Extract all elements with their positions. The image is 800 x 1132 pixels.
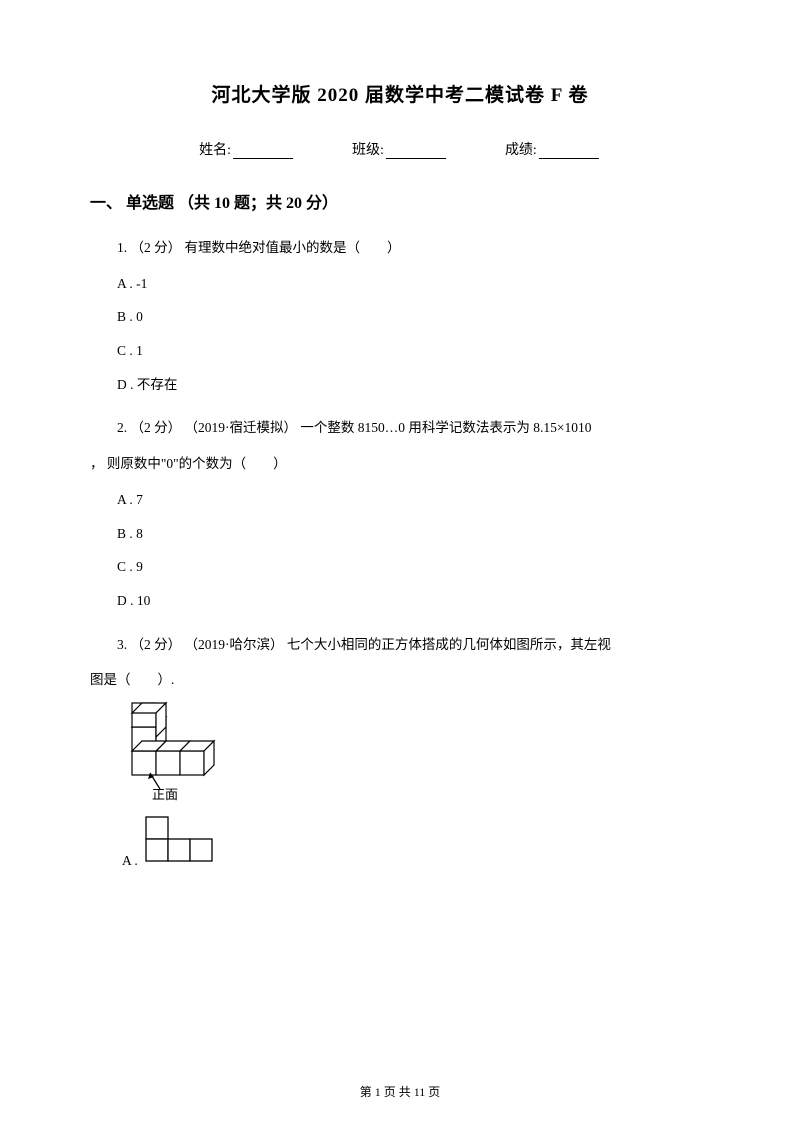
page-footer: 第 1 页 共 11 页 (0, 1083, 800, 1100)
name-blank (233, 145, 293, 159)
question-2-line2: ， 则原数中"0"的个数为（ ） (90, 449, 710, 479)
question-1-options: A . -1 B . 0 C . 1 D . 不存在 (90, 269, 710, 400)
q2-option-a: A . 7 (90, 485, 710, 515)
question-3-line1: 3. （2 分） （2019·哈尔滨） 七个大小相同的正方体搭成的几何体如图所示… (90, 630, 710, 660)
question-3-line2: 图是（ ）. (90, 665, 710, 695)
q3-option-a-figure (144, 815, 214, 871)
q2-option-c: C . 9 (90, 552, 710, 582)
q1-option-d: D . 不存在 (90, 370, 710, 400)
question-1: 1. （2 分） 有理数中绝对值最小的数是（ ） (90, 233, 710, 263)
question-2-options: A . 7 B . 8 C . 9 D . 10 (90, 485, 710, 616)
front-label-text: 正面 (152, 787, 178, 801)
section-header: 一、 单选题 （共 10 题；共 20 分） (90, 189, 710, 213)
q1-option-a: A . -1 (90, 269, 710, 299)
q3-option-a-label: A . (122, 853, 138, 871)
question-2-line1: 2. （2 分） （2019·宿迁模拟） 一个整数 8150…0 用科学记数法表… (90, 413, 710, 443)
score-blank (539, 145, 599, 159)
cube-3d-icon: 正面 (122, 701, 242, 801)
name-label: 姓名: (199, 143, 231, 158)
q2-option-d: D . 10 (90, 586, 710, 616)
q1-option-c: C . 1 (90, 336, 710, 366)
class-label: 班级: (352, 143, 384, 158)
q2-option-b: B . 8 (90, 519, 710, 549)
q1-option-b: B . 0 (90, 302, 710, 332)
student-info-row: 姓名: 班级: 成绩: (90, 139, 710, 159)
q3-main-figure: 正面 (122, 701, 710, 801)
score-label: 成绩: (505, 143, 537, 158)
q3-option-a: A . (122, 815, 710, 871)
page-title: 河北大学版 2020 届数学中考二模试卷 F 卷 (90, 80, 710, 107)
class-blank (386, 145, 446, 159)
